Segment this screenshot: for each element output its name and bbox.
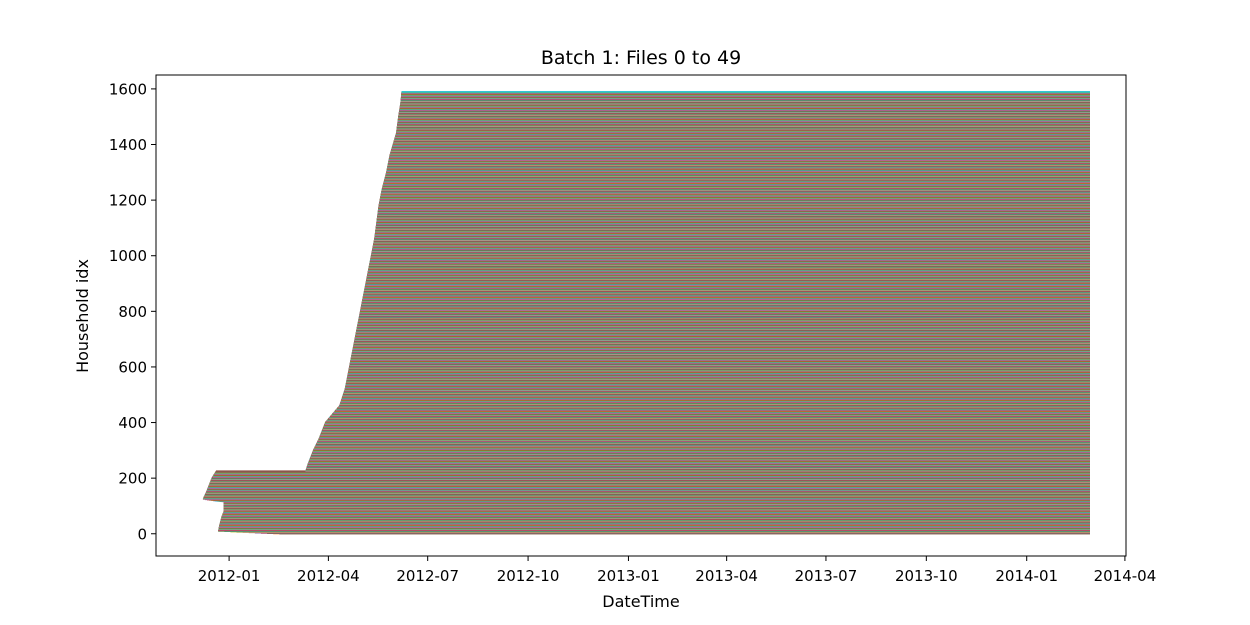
y-tick-label: 400 bbox=[118, 414, 147, 432]
x-tick-label: 2013-01 bbox=[597, 567, 660, 585]
y-axis-ticks: 0 200 400 600 800 1000 1200 1400 1600 bbox=[109, 80, 156, 543]
y-tick-label: 1200 bbox=[109, 192, 147, 210]
axes-frame bbox=[155, 74, 1127, 557]
y-tick-label: 0 bbox=[137, 525, 147, 543]
x-tick-label: 2012-07 bbox=[396, 567, 459, 585]
y-tick-label: 600 bbox=[118, 358, 147, 376]
x-axis-label: DateTime bbox=[602, 592, 679, 611]
y-axis-label: Household idx bbox=[73, 259, 92, 373]
y-tick-label: 1000 bbox=[109, 247, 147, 265]
y-tick-label: 800 bbox=[118, 303, 147, 321]
x-tick-label: 2013-04 bbox=[695, 567, 758, 585]
y-tick-label: 1600 bbox=[109, 80, 147, 98]
x-tick-label: 2012-01 bbox=[198, 567, 261, 585]
x-tick-label: 2014-04 bbox=[1094, 567, 1157, 585]
household-lines bbox=[202, 91, 1090, 535]
y-tick-label: 1400 bbox=[109, 136, 147, 154]
x-tick-label: 2012-10 bbox=[497, 567, 560, 585]
x-tick-label: 2013-07 bbox=[795, 567, 858, 585]
x-tick-label: 2014-01 bbox=[995, 567, 1058, 585]
x-tick-label: 2013-10 bbox=[895, 567, 958, 585]
x-tick-label: 2012-04 bbox=[297, 567, 360, 585]
y-tick-label: 200 bbox=[118, 470, 147, 488]
x-axis-ticks: 2012-01 2012-04 2012-07 2012-10 2013-01 2013-… bbox=[198, 556, 1156, 585]
chart-title: Batch 1: Files 0 to 49 bbox=[541, 47, 741, 69]
